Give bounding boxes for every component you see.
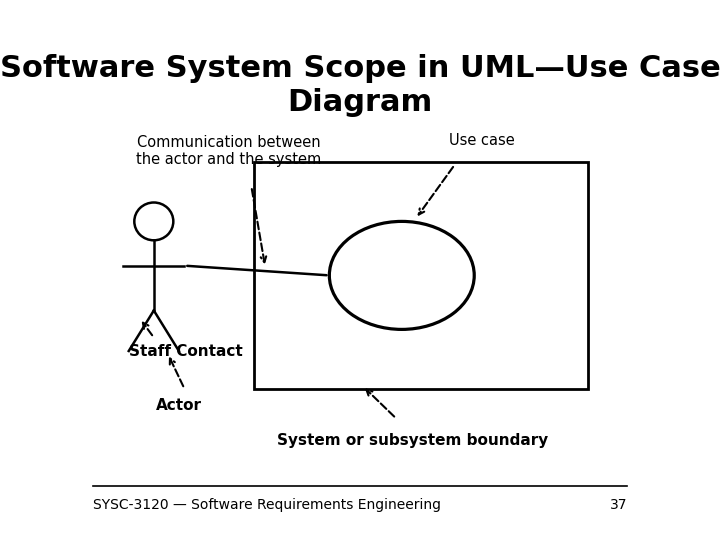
Text: Software System Scope in UML—Use Case
Diagram: Software System Scope in UML—Use Case Di… xyxy=(0,54,720,117)
Text: Actor: Actor xyxy=(156,397,202,413)
Text: System or subsystem boundary: System or subsystem boundary xyxy=(277,433,549,448)
Text: 37: 37 xyxy=(610,498,627,512)
Text: Staff Contact: Staff Contact xyxy=(129,343,243,359)
Text: SYSC-3120 — Software Requirements Engineering: SYSC-3120 — Software Requirements Engine… xyxy=(92,498,441,512)
Text: Use case: Use case xyxy=(449,133,515,148)
Bar xyxy=(254,162,588,389)
Text: Communication between
the actor and the system: Communication between the actor and the … xyxy=(136,135,322,167)
